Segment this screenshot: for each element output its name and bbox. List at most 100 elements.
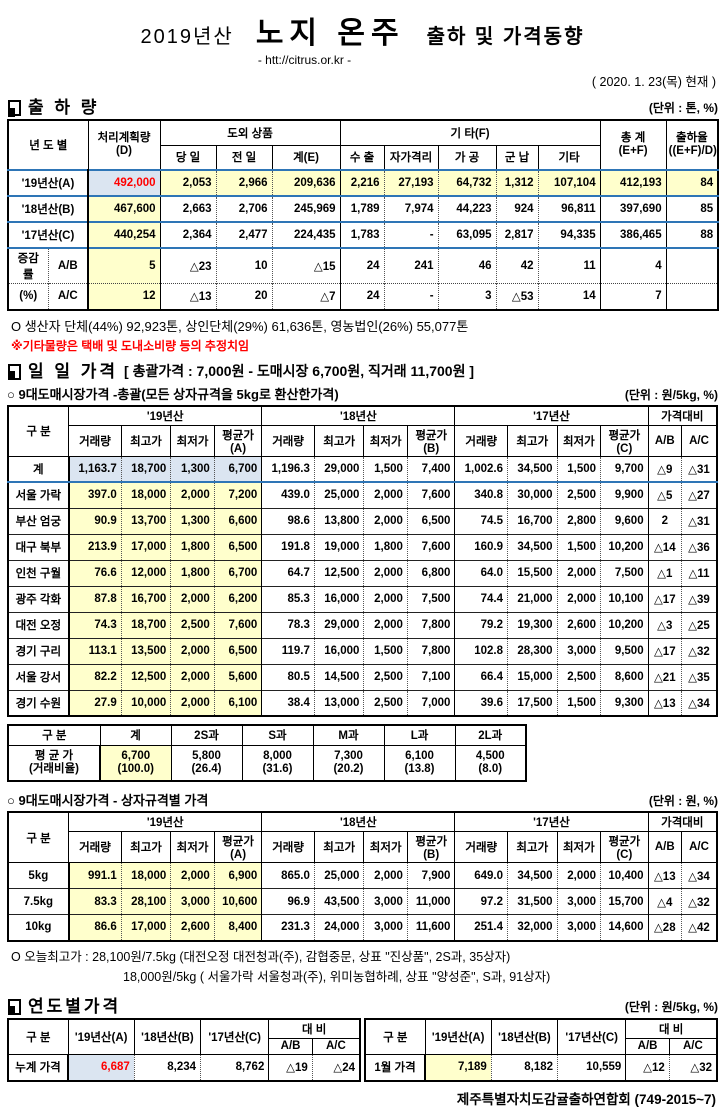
col-avg-c: 평균가(C) xyxy=(600,424,649,457)
producer-note: O 생산자 단체(44%) 92,923톤, 상인단체(29%) 61,636톤… xyxy=(11,318,469,334)
table-cell: 113.1 xyxy=(68,637,122,664)
col-group-2019: '19년산 xyxy=(68,811,263,832)
col-qty: 거래량 xyxy=(454,424,509,457)
row-label: 계 xyxy=(8,455,70,483)
table-cell: 15,000 xyxy=(507,663,558,690)
row-label: 5kg xyxy=(8,862,70,889)
table-cell: 11 xyxy=(537,248,601,284)
page-subtitle: 출하 및 가격동향 xyxy=(426,26,585,48)
table-cell: 924 xyxy=(495,196,539,222)
col-header-prev: 전 일 xyxy=(215,144,273,171)
table-cell: 2,600 xyxy=(170,914,215,941)
table-cell: 209,636 xyxy=(271,170,341,196)
table-cell: 5 xyxy=(88,248,161,284)
col-header-category: 구 분 xyxy=(7,405,70,457)
row-label: 경기 구리 xyxy=(8,637,70,664)
production-year: 2019년산 xyxy=(140,26,234,48)
source-url: - htt://citrus.or.kr - xyxy=(257,53,352,67)
table-cell: 38.4 xyxy=(261,689,315,716)
table-cell: 17,000 xyxy=(120,914,171,941)
shipment-section-heading: 출 하 량 (단위 : 톤, %) xyxy=(7,99,718,117)
table-cell: 76.6 xyxy=(68,559,122,586)
table-cell: 85 xyxy=(665,196,719,222)
trade-ratio-value: (26.4) xyxy=(191,762,222,775)
table-row: 경기 수원 27.9 10,000 2,000 6,100 38.4 13,000 2,500… xyxy=(8,689,717,716)
table-cell: △9 xyxy=(647,455,682,483)
table-cell: 2,500 xyxy=(556,481,601,508)
col-ab: A/B xyxy=(647,831,682,863)
table-cell: 16,000 xyxy=(313,637,364,664)
table-row: 대구 북부 213.9 17,000 1,800 6,500 191.8 19,000 1,8… xyxy=(8,533,717,560)
table-row: 7.5kg 83.3 28,100 3,000 10,600 96.9 43,500 3,00… xyxy=(8,888,717,915)
col-qty: 거래량 xyxy=(68,424,122,457)
table-cell: 1,789 xyxy=(339,196,385,222)
table-cell: 13,800 xyxy=(313,507,364,534)
table-cell: 63,095 xyxy=(437,222,497,248)
col-header-total: 총 계 (E+F) xyxy=(599,119,667,171)
table-cell: 6,687 xyxy=(68,1053,135,1081)
table-cell: △27 xyxy=(680,481,717,508)
table-cell: △34 xyxy=(680,862,717,889)
col-2017c: '17년산(C) xyxy=(557,1018,627,1055)
table-cell: 64.0 xyxy=(454,559,508,586)
table-cell: 11,600 xyxy=(406,914,455,941)
table-cell: 18,000 xyxy=(120,481,171,508)
table-cell: 2,000 xyxy=(363,585,408,612)
total-label: 총 계 xyxy=(620,131,646,144)
row-label: '17년산(C) xyxy=(8,222,90,248)
table-cell: 397,690 xyxy=(599,196,667,222)
col-header-etc: 기타 xyxy=(537,144,601,171)
table-cell: 10,559 xyxy=(557,1053,626,1081)
box-price-table: 구 분 '19년산 '18년산 '17년산 가격대비 거래량 최고가 최저가 평… xyxy=(7,811,718,942)
table-cell: 24,000 xyxy=(313,914,364,941)
table-cell: 2,500 xyxy=(556,663,601,690)
table-cell: 7,800 xyxy=(406,637,455,664)
as-of-date: ( 2020. 1. 23(목) 현재 ) xyxy=(591,75,716,89)
table-cell: 83.3 xyxy=(68,888,122,915)
table-cell: 96.9 xyxy=(261,888,315,915)
table-cell: 13,500 xyxy=(120,637,171,664)
size-grade-cell: 5,800 (26.4) xyxy=(170,745,242,781)
col-avg-a: 평균가(A) xyxy=(213,424,263,457)
table-cell: 492,000 xyxy=(88,170,161,196)
size-grade-cell: 6,700 (100.0) xyxy=(99,745,171,781)
table-cell: 2,000 xyxy=(556,585,601,612)
table-cell: 1,300 xyxy=(170,507,215,534)
col-size-2l: 2L과 xyxy=(454,724,527,746)
table-cell: 6,500 xyxy=(406,507,455,534)
table-cell: 17,500 xyxy=(507,689,558,716)
plan-label: 처리계획량 xyxy=(97,131,151,144)
col-ac: A/C xyxy=(680,831,718,863)
table-cell: 14,500 xyxy=(313,663,364,690)
shipment-body: '19년산(A) 492,000 2,053 2,966 209,636 2,216 27,… xyxy=(8,170,719,310)
table-cell: 8,182 xyxy=(490,1053,558,1081)
table-cell: 19,000 xyxy=(313,533,364,560)
col-group-2018: '18년산 xyxy=(261,811,456,832)
table-cell: 7,500 xyxy=(600,559,649,586)
col-header-export: 수 출 xyxy=(339,144,385,171)
table-cell: △13 xyxy=(647,862,682,889)
table-cell: 2,000 xyxy=(170,481,215,508)
table-cell: △21 xyxy=(647,663,682,690)
table-cell: 10 xyxy=(215,248,273,284)
table-cell: 3,000 xyxy=(363,888,408,915)
table-cell: 27.9 xyxy=(68,689,122,716)
table-cell: △32 xyxy=(680,888,717,915)
table-cell: 24 xyxy=(339,248,385,284)
table-cell: 12,000 xyxy=(120,559,171,586)
col-ac: A/C xyxy=(311,1037,361,1055)
col-high: 최고가 xyxy=(507,424,558,457)
table-cell: 74.4 xyxy=(454,585,508,612)
table-cell: 2,000 xyxy=(363,559,408,586)
table-cell: 649.0 xyxy=(454,862,508,889)
table-cell: △3 xyxy=(647,611,682,638)
table-cell: 8,762 xyxy=(200,1053,269,1081)
col-group-2017: '17년산 xyxy=(454,811,649,832)
col-low: 최저가 xyxy=(363,424,408,457)
table-cell xyxy=(665,248,719,284)
section-square-icon xyxy=(7,363,21,380)
table-cell: 27,193 xyxy=(383,170,439,196)
table-cell: 1,500 xyxy=(556,689,601,716)
table-cell: 64.7 xyxy=(261,559,315,586)
table-cell: 74.5 xyxy=(454,507,508,534)
